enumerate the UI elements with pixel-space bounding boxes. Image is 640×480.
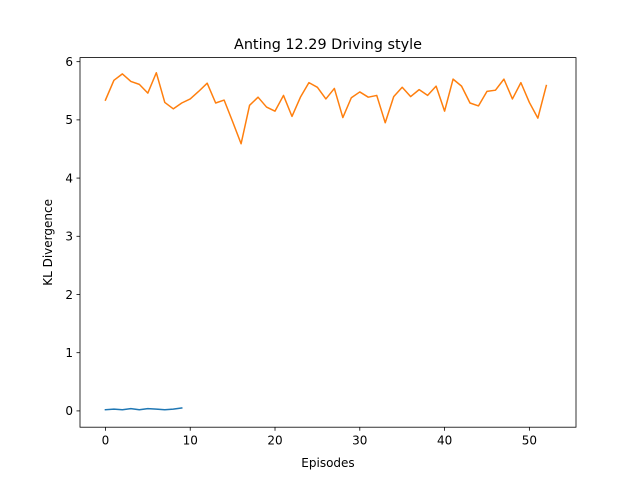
chart-title: Anting 12.29 Driving style (234, 37, 422, 53)
y-tick-label: 3 (65, 230, 73, 244)
series-line-2 (104, 71, 548, 145)
plot-area-frame (79, 57, 577, 428)
y-tick-label: 1 (65, 346, 73, 360)
y-axis-label: KL Divergence (41, 199, 55, 286)
x-tick-label: 50 (522, 434, 537, 448)
x-tick-label: 30 (352, 434, 367, 448)
x-axis-label: Episodes (301, 456, 354, 470)
y-tick-label: 0 (65, 404, 73, 418)
y-tick-label: 5 (65, 113, 73, 127)
y-tick-label: 6 (65, 55, 73, 69)
x-tick-label: 40 (437, 434, 452, 448)
series-layer (104, 71, 548, 411)
x-tick-label: 0 (102, 434, 110, 448)
y-axis: 0 1 2 3 4 5 6 (65, 55, 80, 418)
y-tick-label: 2 (65, 288, 73, 302)
series-line-1 (104, 407, 183, 411)
x-axis: 0 10 20 30 40 50 (102, 427, 537, 448)
y-tick-label: 4 (65, 171, 73, 185)
x-tick-label: 10 (183, 434, 198, 448)
x-tick-label: 20 (267, 434, 282, 448)
